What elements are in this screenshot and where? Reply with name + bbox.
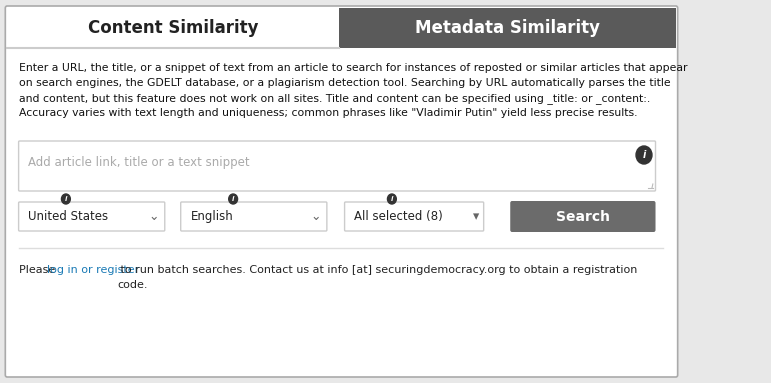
- FancyBboxPatch shape: [19, 202, 165, 231]
- FancyBboxPatch shape: [510, 201, 655, 232]
- FancyBboxPatch shape: [339, 8, 676, 48]
- Text: i: i: [642, 150, 645, 160]
- Circle shape: [229, 194, 237, 204]
- Text: Enter a URL, the title, or a snippet of text from an article to search for insta: Enter a URL, the title, or a snippet of …: [19, 63, 688, 118]
- Text: Engines:: Engines:: [345, 203, 393, 213]
- Text: i: i: [232, 196, 234, 202]
- Text: ⌄: ⌄: [148, 210, 159, 223]
- Text: i: i: [391, 196, 393, 202]
- Text: Country:: Country:: [19, 203, 67, 213]
- Circle shape: [636, 146, 652, 164]
- Text: All selected (8): All selected (8): [355, 210, 443, 223]
- Text: i: i: [65, 196, 67, 202]
- Text: English: English: [190, 210, 233, 223]
- Text: Content Similarity: Content Similarity: [88, 19, 258, 37]
- FancyBboxPatch shape: [7, 8, 339, 48]
- Text: log in or register: log in or register: [47, 265, 139, 275]
- FancyBboxPatch shape: [180, 202, 327, 231]
- Text: ⌄: ⌄: [310, 210, 321, 223]
- Text: United States: United States: [29, 210, 109, 223]
- Circle shape: [62, 194, 70, 204]
- Circle shape: [388, 194, 396, 204]
- Text: to run batch searches. Contact us at info [at] securingdemocracy.org to obtain a: to run batch searches. Contact us at inf…: [117, 265, 638, 290]
- Text: Metadata Similarity: Metadata Similarity: [415, 19, 600, 37]
- Text: ▾: ▾: [473, 210, 480, 223]
- Text: Search: Search: [556, 210, 610, 224]
- Text: Please: Please: [19, 265, 59, 275]
- Text: Add article link, title or a text snippet: Add article link, title or a text snippe…: [29, 155, 250, 169]
- FancyBboxPatch shape: [19, 141, 655, 191]
- FancyBboxPatch shape: [5, 6, 678, 377]
- Text: Language:: Language:: [182, 203, 241, 213]
- FancyBboxPatch shape: [345, 202, 483, 231]
